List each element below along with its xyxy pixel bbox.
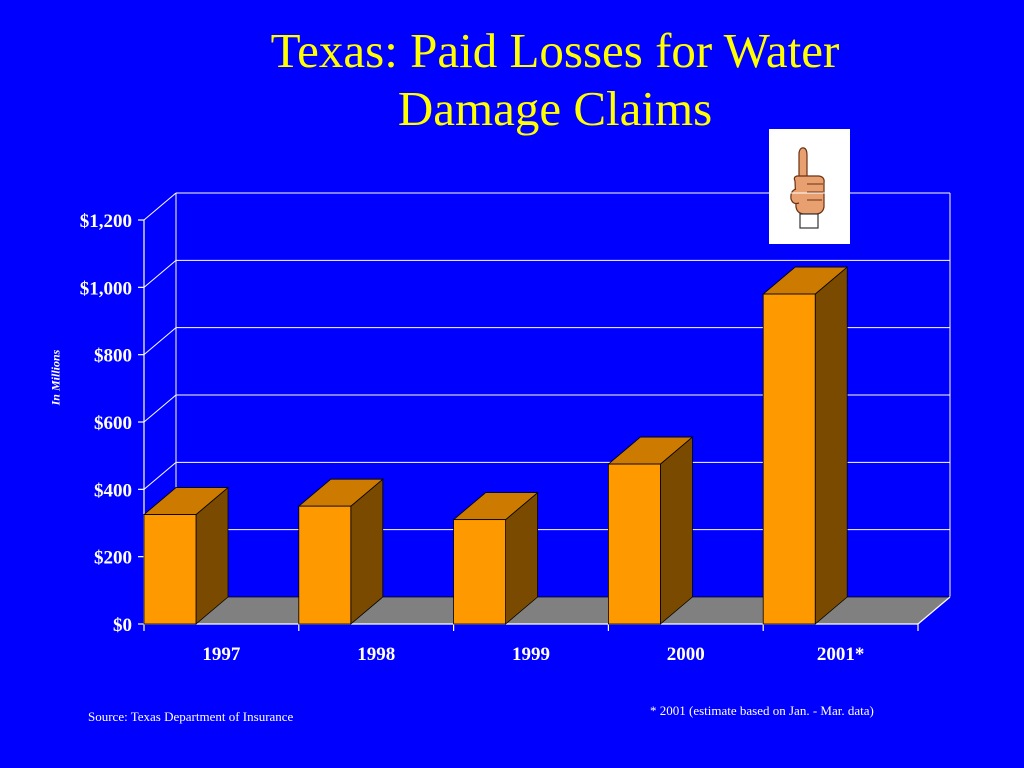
y-axis-label: In Millions: [48, 349, 63, 406]
x-tick-label: 1998: [357, 644, 395, 665]
bar-side: [660, 436, 693, 625]
bar-1997: [143, 514, 197, 625]
side-wall-line: [143, 461, 177, 490]
bar-side: [814, 266, 848, 625]
y-tick-label: $1,200: [80, 211, 132, 232]
y-tick-label: $0: [113, 615, 132, 636]
pointing-hand-icon: [790, 147, 825, 229]
x-tick-label: 1999: [512, 644, 550, 665]
side-wall-line: [143, 394, 177, 423]
bar-2000: [608, 463, 661, 625]
x-tick-label: 1997: [202, 644, 241, 665]
y-tick-label: $400: [94, 480, 132, 501]
pointer-image: [769, 129, 850, 244]
bar-1998: [298, 505, 352, 625]
slide-title: Texas: Paid Losses for Water Damage Clai…: [150, 22, 960, 138]
y-tick-label: $800: [94, 346, 132, 367]
y-tick-label: $1,000: [80, 278, 132, 299]
y-tick-label: $600: [94, 413, 132, 434]
x-tick-label: 2000: [667, 644, 705, 665]
side-wall-line: [143, 192, 177, 221]
x-tick-label: 2001*: [817, 644, 865, 665]
bar-2001*: [762, 293, 816, 625]
side-wall-line: [143, 259, 177, 288]
title-line-2: Damage Claims: [397, 81, 713, 136]
y-tick-label: $200: [94, 548, 132, 569]
title-line-1: Texas: Paid Losses for Water: [270, 23, 840, 78]
footnote: * 2001 (estimate based on Jan. - Mar. da…: [650, 703, 874, 718]
bar-1999: [453, 519, 507, 625]
side-wall-line: [143, 327, 177, 356]
x-axis-depth-line: [917, 596, 951, 625]
source-note: Source: Texas Department of Insurance: [88, 709, 294, 724]
